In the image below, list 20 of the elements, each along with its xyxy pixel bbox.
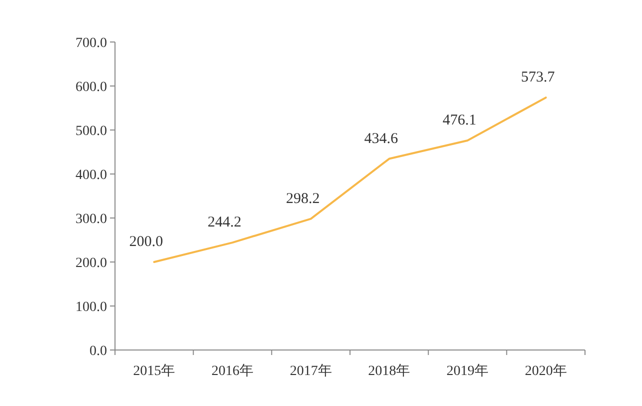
y-tick-label: 200.0 xyxy=(76,256,107,271)
y-tick-label: 400.0 xyxy=(76,168,107,183)
data-label: 200.0 xyxy=(129,234,164,250)
x-tick-label: 2017年 xyxy=(290,363,332,379)
y-tick-label: 700.0 xyxy=(76,36,107,51)
y-tick-label: 500.0 xyxy=(76,124,107,139)
data-label: 476.1 xyxy=(442,112,476,129)
data-label: 298.2 xyxy=(286,190,320,207)
y-tick-label: 300.0 xyxy=(76,212,107,227)
x-tick-label: 2015年 xyxy=(133,363,176,379)
y-tick-label: 0.0 xyxy=(90,344,107,359)
x-tick-label: 2018年 xyxy=(368,363,410,379)
y-tick-label: 100.0 xyxy=(76,300,107,315)
data-label: 434.6 xyxy=(364,130,399,147)
x-tick-label: 2020年 xyxy=(524,363,567,379)
data-label: 573.7 xyxy=(520,70,556,86)
y-tick-label: 600.0 xyxy=(76,80,107,95)
x-tick-label: 2016年 xyxy=(212,363,254,379)
x-tick-label: 2019年 xyxy=(446,363,488,379)
data-label: 244.2 xyxy=(208,214,242,231)
